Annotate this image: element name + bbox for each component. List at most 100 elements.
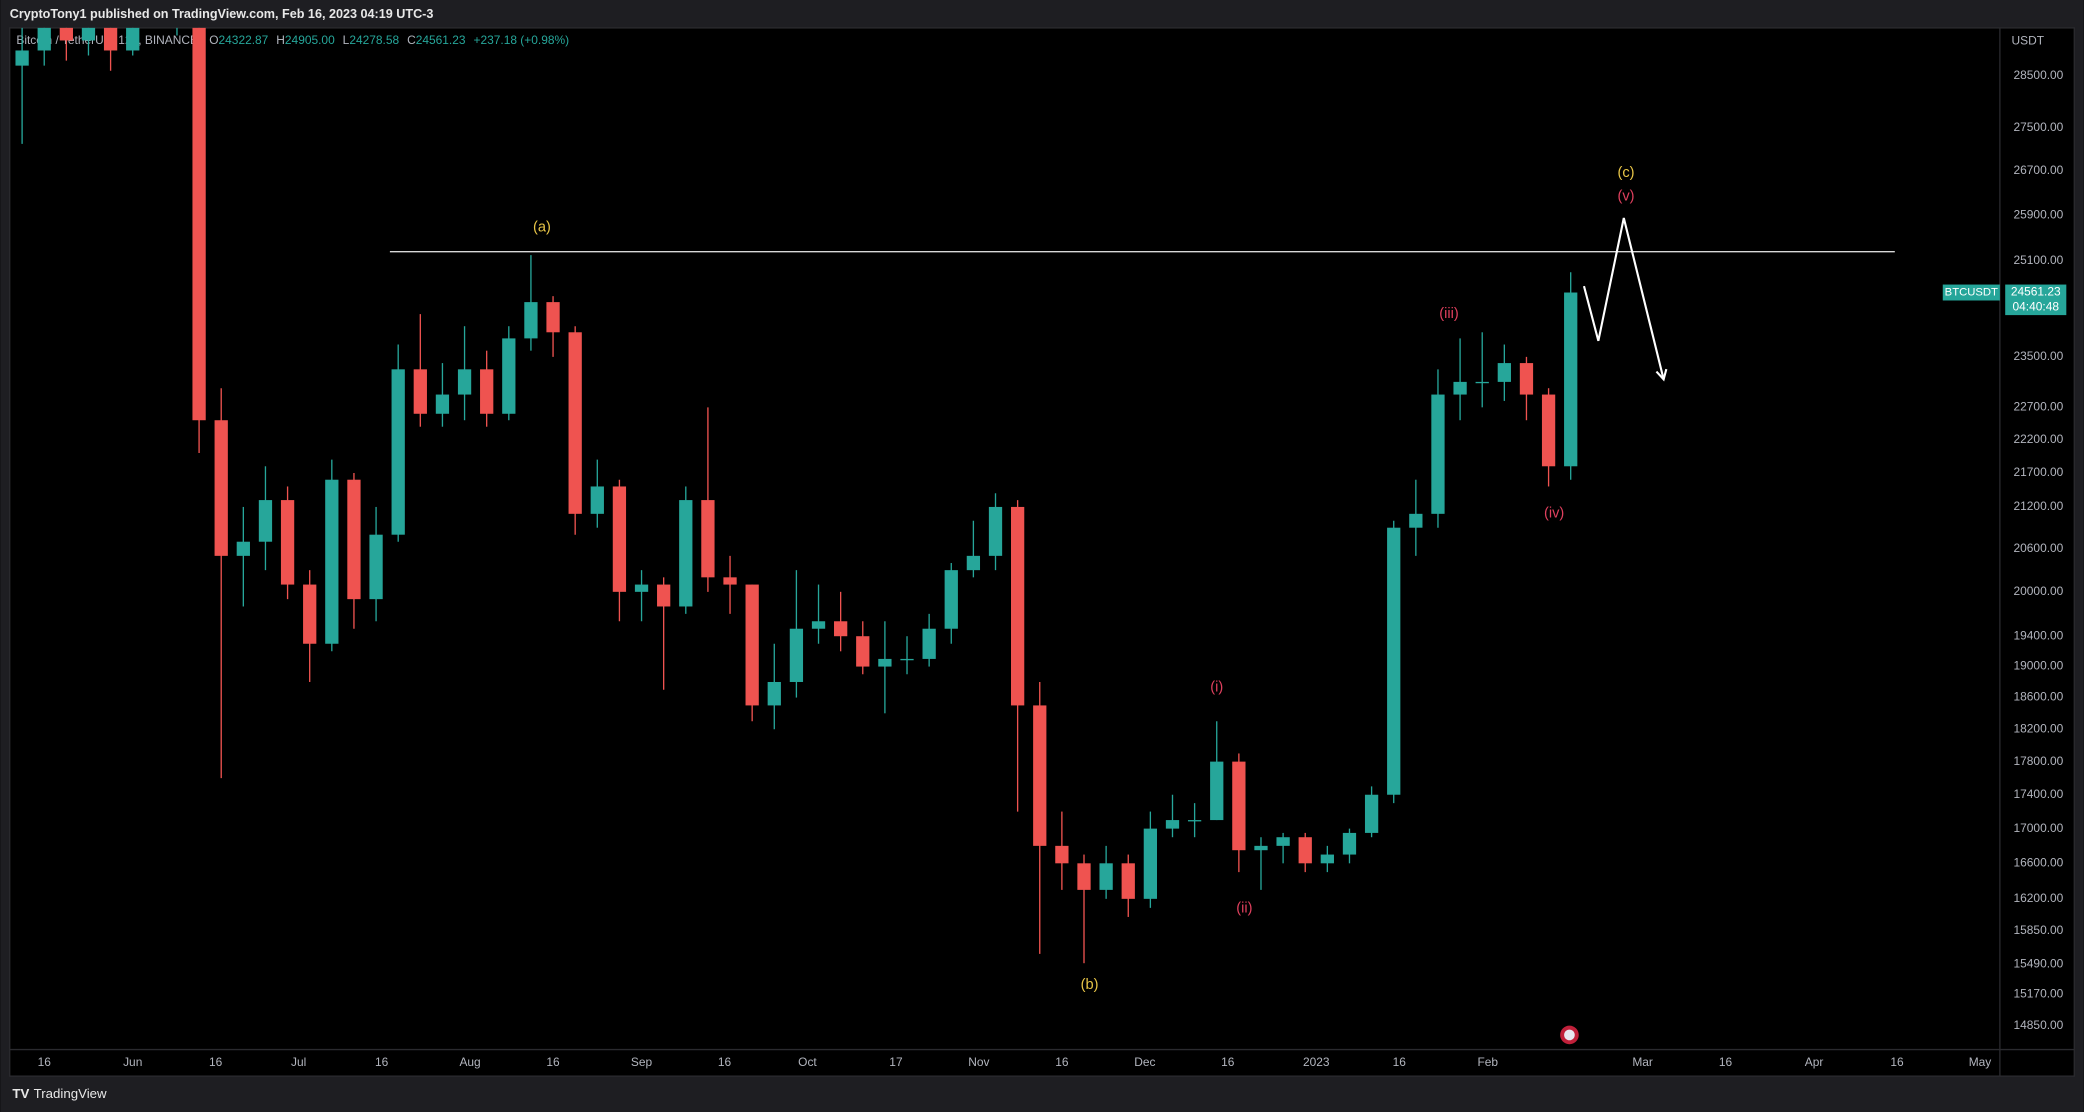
legend-key: H [276, 33, 285, 47]
x-tick-label: May [1969, 1055, 1992, 1069]
candle-body [789, 628, 804, 682]
candle-body [81, 27, 96, 41]
candle-body [1564, 292, 1578, 467]
candle-body [1541, 394, 1556, 467]
y-tick-label: 25900.00 [2014, 207, 2064, 221]
footer-brand: TradingView [34, 1086, 107, 1101]
y-tick-label: 15490.00 [2014, 956, 2064, 970]
y-tick-label: 23500.00 [2014, 349, 2064, 363]
candle-body [1320, 854, 1334, 864]
wave-label: (ii) [1236, 901, 1252, 917]
legend-key: O [209, 33, 218, 47]
candle-body [457, 369, 472, 395]
y-tick-label: 18200.00 [2014, 721, 2064, 735]
candle-body [126, 27, 140, 51]
candle-body [1121, 863, 1135, 899]
x-tick-label: 16 [1055, 1055, 1069, 1069]
x-tick-label: 16 [1719, 1055, 1733, 1069]
candle-body [524, 302, 538, 339]
y-tick-label: 28500.00 [2014, 68, 2064, 82]
candle-body [369, 534, 383, 600]
x-tick-label: Aug [459, 1055, 480, 1069]
badge-symbol-bg [1942, 284, 2000, 301]
y-tick-label: 17400.00 [2014, 787, 2064, 801]
candle-body [922, 628, 936, 659]
y-tick-label: 20000.00 [2014, 584, 2064, 598]
y-tick-label: 14850.00 [2014, 1018, 2064, 1032]
candle-body [1077, 863, 1091, 890]
y-tick-label: 15850.00 [2014, 923, 2064, 937]
x-tick-label: Apr [1805, 1055, 1824, 1069]
candle-body [1232, 761, 1246, 851]
candle-body [1165, 820, 1180, 829]
y-tick-label: 17000.00 [2014, 821, 2064, 835]
candle-body [391, 369, 405, 535]
y-tick-label: 20600.00 [2014, 541, 2064, 555]
logo: TV [12, 1086, 29, 1101]
candle-body [1033, 705, 1047, 846]
candle-body [1254, 845, 1268, 851]
x-tick-label: 16 [546, 1055, 560, 1069]
candle-body [1364, 794, 1379, 833]
candle-body [1055, 845, 1069, 864]
legend-value: 24278.58 [349, 33, 399, 47]
candle-body [811, 621, 826, 629]
candle-body [1143, 828, 1158, 899]
legend-value: 24561.23 [416, 33, 466, 47]
wave-label: (v) [1617, 189, 1634, 205]
candle-body [745, 584, 759, 706]
y-tick-label: 21200.00 [2014, 499, 2064, 513]
candle-body [103, 27, 118, 51]
candle-body [834, 621, 848, 637]
badge-price: 24561.23 [2011, 285, 2061, 299]
x-tick-label: 17 [889, 1055, 903, 1069]
currency: USDT [2012, 33, 2045, 47]
x-tick-label: 2023 [1303, 1055, 1330, 1069]
candle-body [546, 302, 560, 333]
candle-body [1453, 381, 1467, 395]
x-tick-label: Feb [1477, 1055, 1498, 1069]
publisher: CryptoTony1 published on TradingView.com… [10, 7, 434, 21]
candle-body [1342, 832, 1357, 855]
flag-icon [1560, 1025, 1579, 1045]
legend-key: C [407, 33, 416, 47]
y-tick-label: 16200.00 [2014, 891, 2064, 905]
x-tick-label: 16 [718, 1055, 732, 1069]
wave-label: (c) [1617, 165, 1634, 181]
candle-body [1276, 837, 1290, 846]
projection-path [1582, 217, 1665, 380]
chart-area [9, 27, 2075, 1077]
candle-body [1497, 363, 1511, 382]
y-tick-label: 15170.00 [2014, 987, 2064, 1001]
y-tick-label: 19000.00 [2014, 659, 2064, 673]
y-tick-label: 17800.00 [2014, 754, 2064, 768]
legend-value: 24322.87 [219, 33, 269, 47]
candle-body [1387, 527, 1401, 795]
candle-body [1099, 863, 1113, 890]
wave-label: (iii) [1439, 306, 1458, 322]
candle-body [723, 577, 737, 585]
candle-body [236, 541, 250, 556]
candle-body [767, 681, 781, 706]
badge-symbol: BTCUSDT [1945, 287, 1998, 299]
candle-body [1409, 513, 1423, 528]
x-tick-label: Dec [1134, 1055, 1155, 1069]
y-tick-label: 19400.00 [2014, 628, 2064, 642]
candle-body [325, 479, 339, 644]
x-tick-label: Jul [291, 1055, 306, 1069]
candle-body [280, 500, 295, 585]
candle-body [502, 338, 516, 414]
y-tick-label: 18600.00 [2014, 690, 2064, 704]
candle-body [612, 486, 627, 592]
legend: Bitcoin / TetherUS, 12h, BINANCE O24322.… [16, 33, 569, 47]
candle-body [347, 479, 361, 600]
x-tick-label: Sep [631, 1055, 653, 1069]
candle-body [679, 500, 693, 607]
y-tick-label: 16600.00 [2014, 855, 2064, 869]
y-tick-label: 25100.00 [2014, 253, 2064, 267]
candle-body [413, 369, 427, 414]
plot: (a) (b) (c) (v) (i) (ii) (iii) (iv) [15, 27, 1895, 993]
candle-body [480, 369, 494, 414]
legend-change: +237.18 (+0.98%) [473, 33, 569, 47]
